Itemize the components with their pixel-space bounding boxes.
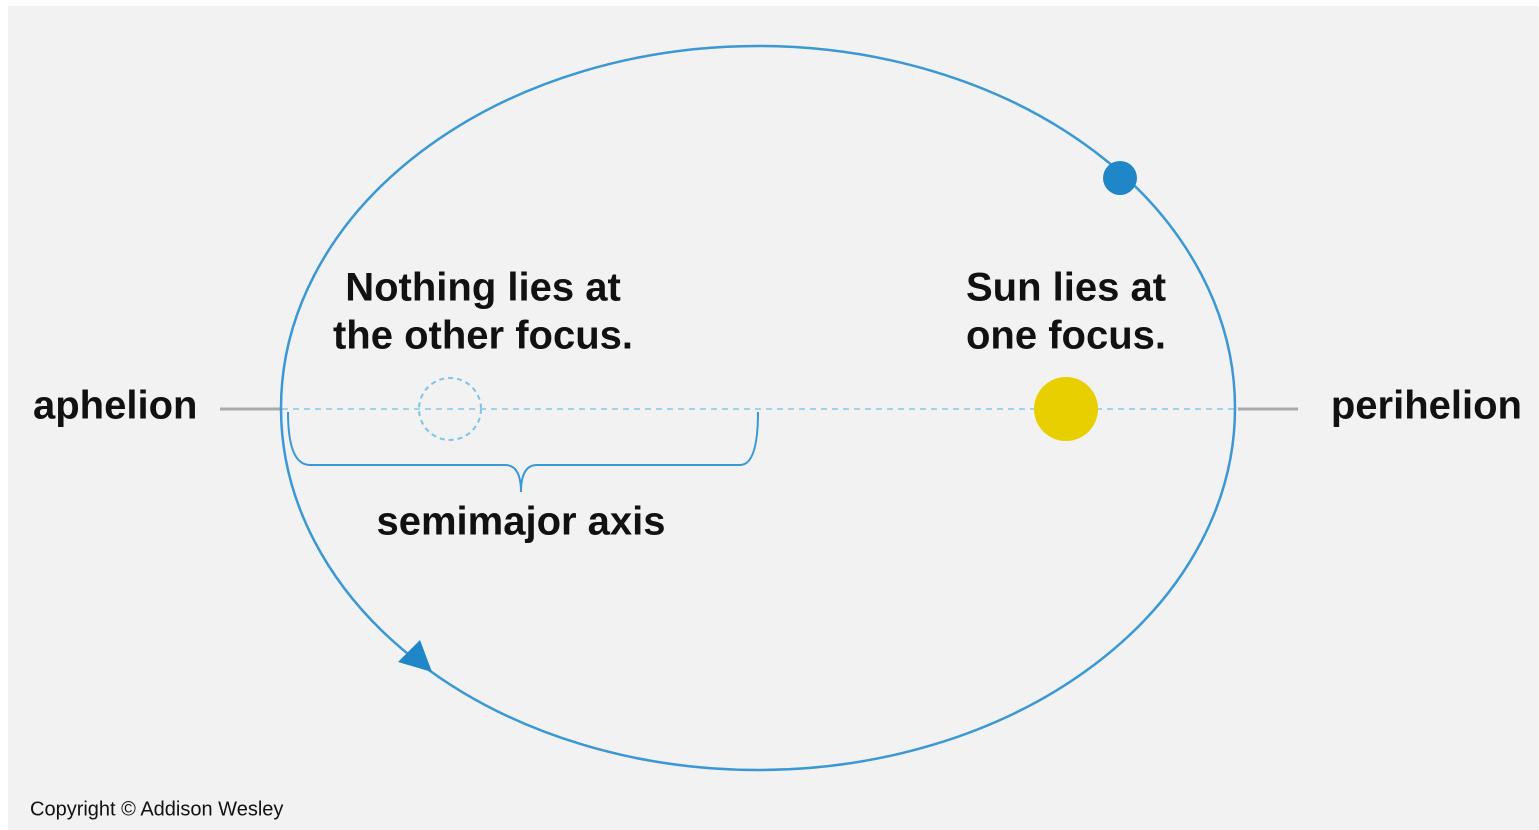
sun-focus-label: Sun lies at — [966, 266, 1166, 310]
sun — [1034, 377, 1098, 441]
semimajor-brace — [287, 411, 759, 493]
other-focus-label: the other focus. — [333, 314, 633, 358]
sun-focus-label: one focus. — [966, 314, 1166, 358]
orbit — [279, 44, 1237, 772]
other-focus-label: Nothing lies at — [345, 266, 621, 310]
semimajor-axis-label: semimajor axis — [376, 500, 665, 544]
direction-arrow — [398, 640, 432, 672]
perihelion-label: perihelion — [1331, 384, 1522, 428]
aphelion-label: aphelion — [33, 384, 197, 428]
planet — [1103, 161, 1137, 195]
empty-focus — [418, 377, 482, 441]
background — [8, 6, 1539, 830]
copyright: Copyright © Addison Wesley — [30, 798, 283, 820]
